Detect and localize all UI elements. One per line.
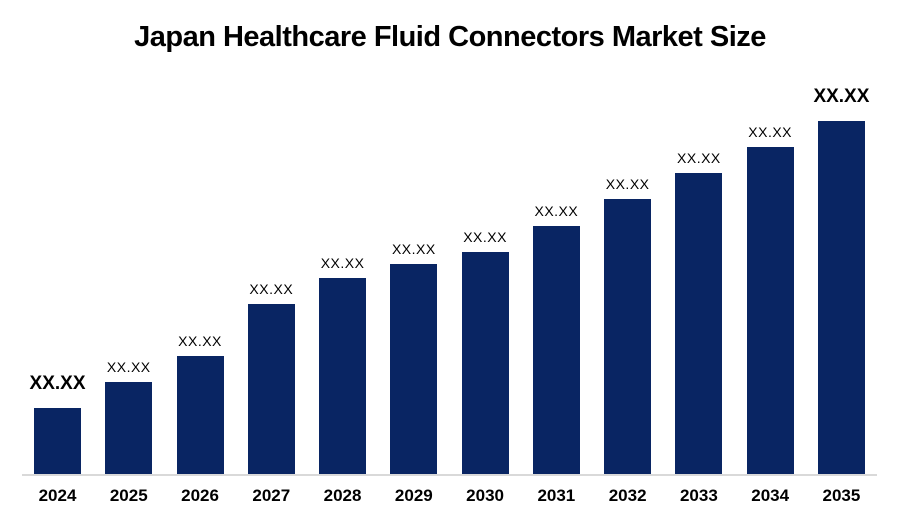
bar-group-2028: XX.XX [319, 255, 367, 474]
bar-2034 [746, 147, 794, 474]
x-tick-label-2029: 2029 [394, 486, 433, 505]
bar-value-label-2029: XX.XX [391, 241, 436, 257]
bar-group-2035: XX.XX [813, 86, 869, 474]
x-tick-label-2031: 2031 [537, 486, 576, 505]
bar-2024 [34, 408, 81, 474]
x-tick-label-2033: 2033 [679, 486, 718, 505]
bar-group-2030: XX.XX [461, 229, 509, 474]
bar-2029 [390, 264, 438, 474]
chart-title: Japan Healthcare Fluid Connectors Market… [134, 21, 766, 53]
bar-value-label-2032: XX.XX [605, 176, 650, 192]
bar-group-2033: XX.XX [675, 150, 723, 474]
x-tick-label-2035: 2035 [822, 486, 861, 505]
bar-group-2024: XX.XX [30, 373, 86, 474]
bar-2030 [461, 252, 509, 474]
x-tick-label-2025: 2025 [109, 486, 148, 505]
x-axis-ticks: 2024 2025 2026 2027 2028 2029 2030 2031 2032 2033… [22, 486, 877, 506]
bar-2033 [675, 173, 723, 474]
bar-value-label-2030: XX.XX [463, 229, 507, 245]
x-tick-label-2028: 2028 [323, 486, 362, 505]
x-tick-label-2030: 2030 [466, 486, 504, 505]
bar-2035 [817, 121, 865, 474]
bars-row: XX.XX XX.XX XX.XX XX.XX XX.XX XX.XX XX.XX XX.XX… [22, 76, 877, 476]
x-tick-label-2027: 2027 [252, 486, 291, 505]
bar-2028 [319, 278, 367, 474]
bar-group-2025: XX.XX [105, 359, 153, 474]
bar-value-label-2035: XX.XX [813, 86, 870, 107]
bar-value-label-2027: XX.XX [249, 281, 294, 297]
bar-2027 [247, 304, 295, 474]
bar-group-2026: XX.XX [176, 333, 224, 474]
bar-2032 [604, 199, 652, 474]
x-tick-label-2034: 2034 [751, 486, 790, 505]
bar-value-label-2034: XX.XX [748, 124, 793, 140]
bar-2025 [105, 382, 153, 474]
bar-value-label-2033: XX.XX [677, 150, 721, 166]
x-tick-label-2032: 2032 [608, 486, 647, 505]
bar-group-2031: XX.XX [532, 203, 580, 474]
x-tick-label-2024: 2024 [38, 486, 77, 505]
bar-value-label-2024: XX.XX [29, 373, 86, 394]
bar-group-2032: XX.XX [604, 176, 652, 474]
bar-value-label-2026: XX.XX [178, 333, 222, 349]
bar-2026 [176, 356, 224, 474]
bar-value-label-2025: XX.XX [106, 359, 151, 375]
bar-2031 [532, 226, 580, 474]
bar-group-2027: XX.XX [247, 281, 295, 474]
bar-value-label-2031: XX.XX [534, 203, 579, 219]
x-tick-label-2026: 2026 [181, 486, 219, 505]
bar-group-2029: XX.XX [390, 241, 438, 474]
bar-group-2034: XX.XX [746, 124, 794, 474]
bar-value-label-2028: XX.XX [320, 255, 365, 271]
